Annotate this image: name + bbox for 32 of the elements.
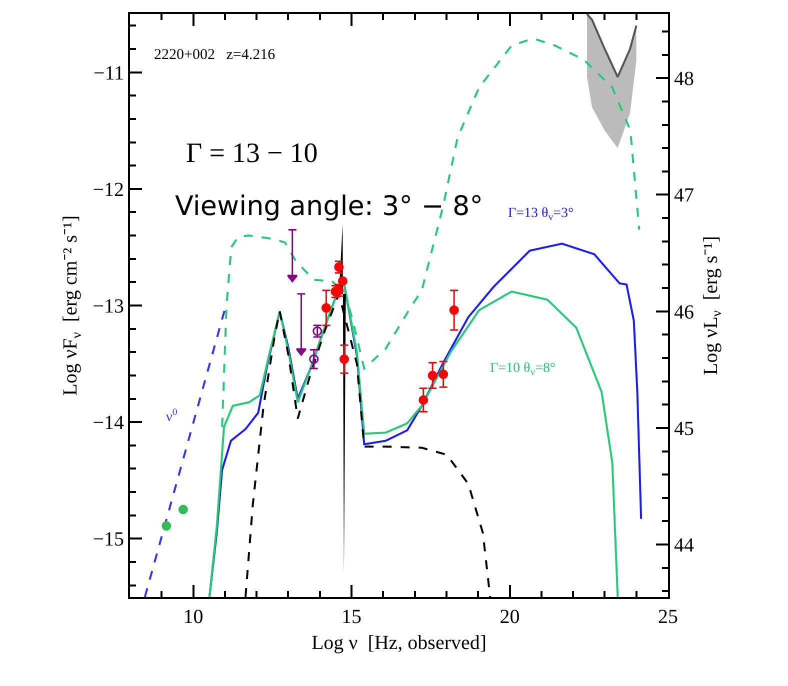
point (338, 276, 348, 286)
y2-tick-label: 48 (674, 68, 694, 90)
point (418, 395, 428, 405)
text: Γ=10 θ$_{v}$=8° (490, 361, 556, 378)
x-tick-label: 10 (183, 606, 204, 628)
x-axis-title: Log ν [Hz, observed] (311, 632, 487, 654)
point (428, 370, 438, 380)
y-tick-label: −13 (92, 296, 124, 318)
y2-tick-label: 46 (674, 301, 694, 324)
point (162, 521, 172, 531)
x-tick-label: 20 (500, 606, 520, 628)
point (340, 354, 349, 364)
y-tick-label: −14 (92, 412, 124, 434)
y-tick-label: −11 (93, 62, 124, 84)
annotation: 2220+002 z=4.216 (154, 47, 276, 63)
y2-tick-label: 47 (674, 184, 694, 207)
point (178, 504, 188, 514)
annotation: Viewing angle: 3° − 8° (175, 191, 484, 222)
x-tick-label: 25 (658, 606, 678, 628)
y2-tick-label: 45 (674, 418, 694, 440)
line-series (586, 14, 638, 78)
y-tick-label: −12 (92, 178, 124, 201)
x-tick-label: 15 (342, 606, 362, 628)
point (438, 370, 448, 380)
y2-tick-label: 44 (674, 534, 694, 557)
series-label: ν$^{0}$ (166, 407, 178, 425)
point (309, 354, 319, 364)
series-label: Γ=13 θ$_{v}$=3° (508, 206, 574, 223)
annotation: Γ = 13 − 10 (186, 138, 318, 169)
point (321, 303, 331, 313)
y-tick-label: −15 (92, 528, 124, 551)
point (449, 305, 459, 315)
